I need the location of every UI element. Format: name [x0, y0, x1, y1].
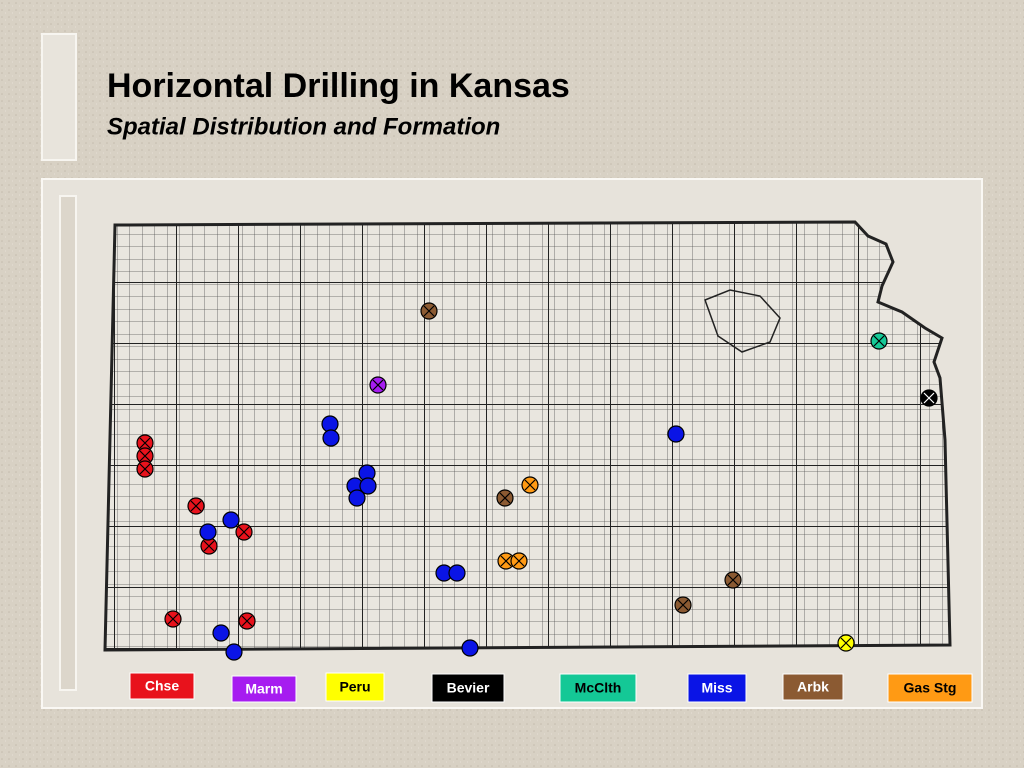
well-cross — [238, 526, 250, 538]
well — [837, 634, 855, 652]
well — [920, 389, 938, 407]
well-cross — [423, 305, 435, 317]
well — [348, 489, 366, 507]
well — [238, 612, 256, 630]
well-symbol — [322, 429, 340, 447]
subtitle: Spatial Distribution and Formation — [107, 113, 500, 140]
well-cross — [139, 450, 151, 462]
well — [199, 523, 217, 541]
well — [497, 552, 515, 570]
well-cross — [677, 599, 689, 611]
well-cross — [524, 479, 536, 491]
well-cross — [499, 492, 511, 504]
well — [674, 596, 692, 614]
well-cross — [167, 613, 179, 625]
well — [521, 476, 539, 494]
well — [420, 302, 438, 320]
legend-swatch — [887, 673, 973, 703]
well-symbol — [667, 425, 685, 443]
well — [461, 639, 479, 657]
well-cross — [923, 392, 935, 404]
legend-label: McClth — [575, 680, 622, 696]
title: Horizontal Drilling in Kansas — [107, 67, 570, 105]
well — [870, 332, 888, 350]
decor-bar — [59, 195, 77, 691]
well — [667, 425, 685, 443]
decor-bar — [41, 33, 77, 161]
well-cross — [727, 574, 739, 586]
well-cross — [139, 437, 151, 449]
well-cross — [139, 463, 151, 475]
well — [136, 460, 154, 478]
well-cross — [190, 500, 202, 512]
well — [222, 511, 240, 529]
well — [225, 643, 243, 661]
well — [136, 447, 154, 465]
lake — [704, 289, 781, 353]
well-cross — [873, 335, 885, 347]
legend-label: Chse — [145, 678, 179, 694]
well — [510, 552, 528, 570]
well-cross — [513, 555, 525, 567]
legend-label: Arbk — [797, 679, 829, 695]
well-symbol — [348, 489, 366, 507]
legend-label: Marm — [245, 681, 282, 697]
legend-label: Bevier — [447, 680, 490, 696]
well-cross — [241, 615, 253, 627]
well — [448, 564, 466, 582]
well — [496, 489, 514, 507]
well — [164, 610, 182, 628]
well — [369, 376, 387, 394]
well-cross — [500, 555, 512, 567]
well-cross — [372, 379, 384, 391]
well — [136, 434, 154, 452]
legend-label: Gas Stg — [904, 680, 957, 696]
legend-swatch — [559, 673, 637, 703]
well — [235, 523, 253, 541]
well-cross — [203, 540, 215, 552]
legend-swatch — [782, 673, 844, 701]
well — [724, 571, 742, 589]
well-symbol — [448, 564, 466, 582]
legend-swatch — [129, 672, 195, 700]
legend-label: Miss — [701, 680, 732, 696]
well — [187, 497, 205, 515]
legend-swatch — [325, 672, 385, 702]
well-cross — [840, 637, 852, 649]
well — [359, 477, 377, 495]
well-symbol — [225, 643, 243, 661]
legend-swatch — [687, 673, 747, 703]
well-symbol — [199, 523, 217, 541]
well-symbol — [212, 624, 230, 642]
well-symbol — [222, 511, 240, 529]
legend-label: Peru — [339, 679, 370, 695]
well — [322, 429, 340, 447]
legend-swatch — [431, 673, 505, 703]
well — [212, 624, 230, 642]
legend-swatch — [231, 675, 297, 703]
kansas-map — [105, 222, 950, 650]
well-symbol — [461, 639, 479, 657]
well-symbol — [359, 477, 377, 495]
